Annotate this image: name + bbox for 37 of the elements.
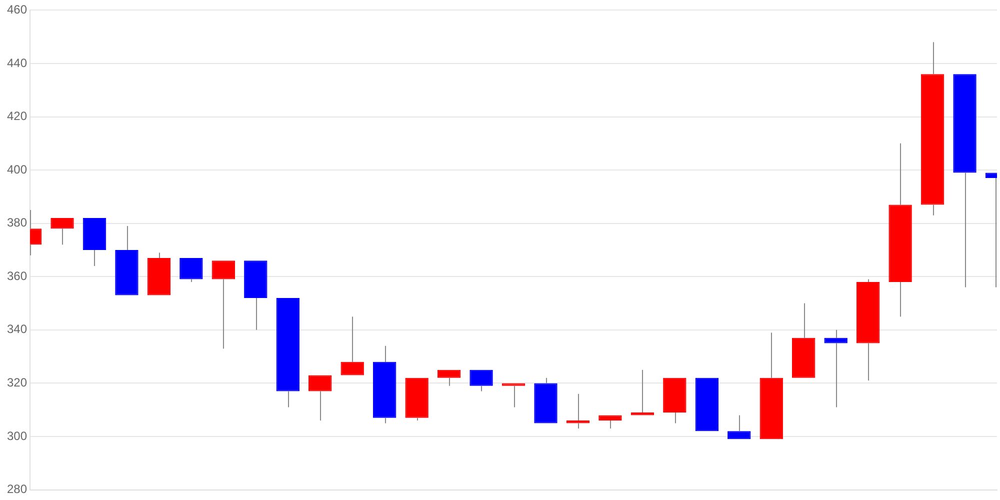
candlestick [728, 414, 751, 440]
candlestick [502, 383, 526, 408]
y-tick-label: 340 [6, 322, 28, 336]
candlestick [534, 377, 558, 424]
candlestick [276, 298, 300, 408]
y-tick-label: 420 [6, 109, 28, 124]
candlestick [82, 218, 106, 266]
candlestick [760, 332, 783, 440]
candlestick [405, 378, 428, 422]
candlestick [792, 302, 816, 378]
candlestick [180, 258, 203, 282]
y-tick-label: 400 [6, 162, 28, 176]
candlestick [147, 252, 171, 296]
candlestick [340, 316, 364, 376]
y-tick-label: 280 [6, 482, 28, 496]
candlestick [244, 260, 268, 330]
candlestick [50, 218, 74, 246]
y-tick-label: 460 [6, 2, 28, 17]
candlestick [212, 260, 236, 350]
candlestick [920, 42, 944, 216]
candlestick [953, 74, 976, 288]
candlestick [115, 226, 138, 296]
y-tick-label: 320 [6, 376, 28, 390]
candlestick [437, 370, 461, 386]
candlestick [372, 345, 396, 424]
candlestick [308, 375, 332, 422]
y-tick-label: 300 [6, 428, 28, 443]
candlestick [888, 142, 912, 318]
candlestick [598, 415, 622, 430]
candlestick [695, 378, 719, 432]
candlestick [663, 378, 686, 424]
candlestick [470, 370, 493, 392]
candlestick [824, 329, 848, 408]
y-tick-label: 380 [6, 216, 28, 230]
y-tick-label: 360 [6, 268, 28, 283]
candlestick [856, 278, 880, 382]
y-tick-label: 440 [6, 56, 28, 70]
